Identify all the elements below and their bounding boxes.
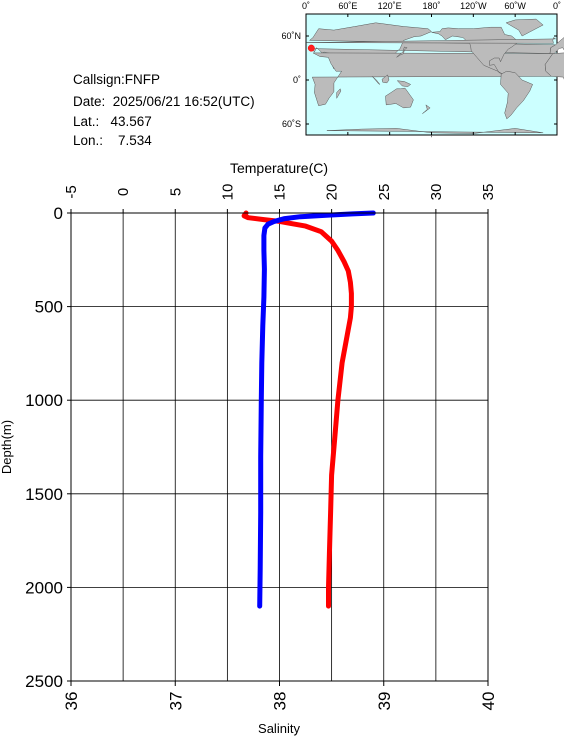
world-map: 0˚ 60˚E 120˚E 180˚ 120˚W 60˚W 0˚ 60˚N 0˚ 60˚S (281, 1, 564, 138)
temperature-tick-label: 30 (428, 184, 445, 201)
temperature-tick-label: 35 (480, 184, 497, 201)
map-landmass (396, 46, 408, 58)
map-landmass-wrap (549, 37, 564, 54)
longitude-text: Lon.: 7.534 (73, 133, 152, 148)
map-landmass (306, 37, 557, 44)
map-latitude-ticks: 60˚N 0˚ 60˚S (281, 31, 557, 129)
map-longitude-ticks: 0˚ 60˚E 120˚E 180˚ 120˚W 60˚W 0˚ (302, 1, 561, 135)
temperature-profile-line (257, 210, 376, 609)
map-longitude-label: 120˚E (378, 1, 402, 11)
y-axis-label: Depth(m) (0, 420, 14, 474)
top-axis-label: Temperature(C) (230, 160, 328, 176)
map-longitude-label: 60˚E (338, 1, 357, 11)
temperature-tick-label: -5 (63, 185, 80, 198)
temperature-tick-label: 0 (115, 188, 132, 196)
map-landmass (372, 76, 381, 85)
temperature-tick-label: 10 (219, 184, 236, 201)
date-text: Date: 2025/06/21 16:52(UTC) (73, 94, 255, 109)
map-landmass (385, 87, 414, 109)
bottom-axis-label: Salinity (258, 721, 300, 736)
salinity-tick-label: 37 (166, 692, 185, 711)
map-landmass (505, 18, 544, 37)
map-latitude-label: 0˚ (293, 75, 301, 85)
series-layer (241, 210, 376, 609)
temperature-tick-label: 25 (376, 184, 393, 201)
map-marker-layer (307, 44, 315, 52)
map-longitude-label: 0˚ (553, 1, 561, 11)
map-longitude-label: 120˚W (460, 1, 487, 11)
station-marker (307, 44, 315, 52)
temperature-tick-label: 20 (324, 184, 341, 201)
map-latitude-label: 60˚N (281, 31, 301, 41)
callsign-text: Callsign:FNFP (73, 72, 161, 87)
map-landmass (396, 80, 412, 87)
latitude-text: Lat.: 43.567 (73, 114, 152, 129)
map-landmass (500, 70, 533, 120)
depth-tick-label: 0 (54, 204, 63, 223)
map-landmass (422, 104, 431, 114)
map-landmass (431, 26, 520, 75)
depth-tick-label: 1500 (25, 485, 63, 504)
map-landmass (381, 74, 390, 84)
map-latitude-label: 60˚S (282, 119, 301, 129)
depth-tick-label: 2500 (25, 672, 63, 691)
salinity-tick-label: 38 (271, 692, 290, 711)
temperature-tick-label: 15 (272, 184, 289, 201)
map-land (306, 18, 564, 138)
map-longitude-label: 180˚ (422, 1, 440, 11)
salinity-tick-label: 36 (62, 692, 81, 711)
depth-tick-label: 2000 (25, 578, 63, 597)
map-landmass-wrap (544, 52, 564, 80)
map-landmass (336, 88, 342, 100)
map-longitude-label: 0˚ (302, 1, 310, 11)
temperature-tick-label: 5 (167, 188, 184, 196)
map-longitude-label: 60˚W (504, 1, 526, 11)
salinity-tick-label: 39 (375, 692, 394, 711)
depth-tick-label: 500 (35, 298, 63, 317)
salinity-tick-label: 40 (479, 692, 498, 711)
depth-tick-label: 1000 (25, 391, 63, 410)
